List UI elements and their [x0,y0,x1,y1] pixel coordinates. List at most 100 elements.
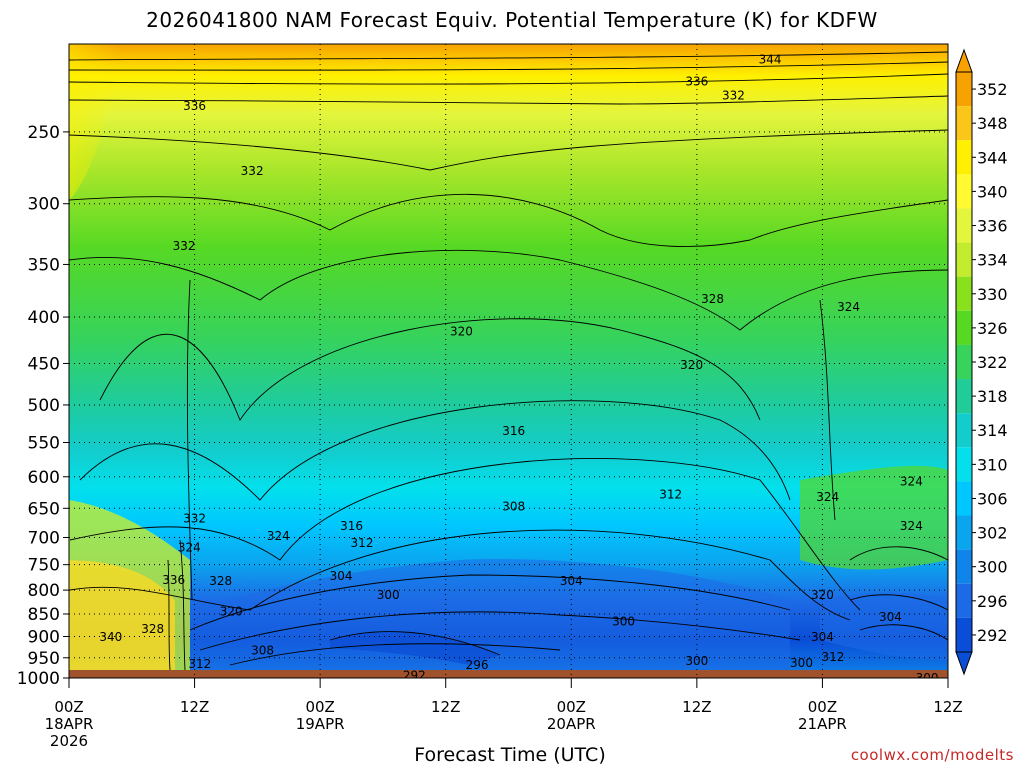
contour-label: 324 [816,490,839,504]
colorbar-segment [956,174,972,209]
contour-label: 324 [267,529,290,543]
contour-label: 312 [188,657,211,671]
contour-label: 340 [99,630,122,644]
y-tick-label: 450 [28,354,60,374]
colorbar-arrow-top [955,48,973,73]
contour-label: 336 [685,75,708,89]
y-tick-label: 350 [28,255,60,275]
x-tick-label: 21APR [798,715,847,733]
contour-label: 308 [502,499,525,513]
y-tick-label: 600 [28,468,60,488]
contour-label: 320 [450,325,473,339]
contour-label: 312 [821,650,844,664]
contour-label: 312 [351,536,374,550]
contour-label: 320 [811,588,834,602]
contour-label: 300 [377,588,400,602]
y-tick-label: 750 [28,556,60,576]
contour-label: 292 [403,669,426,683]
contour-label: 316 [502,424,525,438]
x-tick-label: 12Z [180,698,209,716]
colorbar-label: 292 [977,626,1008,645]
contour-label: 300 [612,614,635,628]
colorbar-segment [956,617,972,652]
colorbar-segment [956,515,972,550]
colorbar-segment [956,208,972,243]
x-tick-label: 00Z [808,698,837,716]
x-tick-label: 20APR [547,715,596,733]
y-tick-label: 850 [28,605,60,625]
x-tick-label: 00Z [54,698,83,716]
contour-label: 324 [900,519,923,533]
colorbar-label: 344 [977,148,1008,167]
contour-label: 320 [680,358,703,372]
y-tick-label: 1000 [17,669,60,689]
contour-label: 296 [466,658,489,672]
contour-label: 300 [916,671,939,685]
colorbar-label: 340 [977,182,1008,201]
contour-label: 328 [209,574,232,588]
colorbar-label: 352 [977,80,1008,99]
contour-label: 300 [790,656,813,670]
contour-lines [69,51,948,671]
contour-label: 332 [183,511,206,525]
y-axis: 2503003504004505005506006507007508008509… [17,123,69,689]
x-tick-label: 12Z [933,698,962,716]
y-tick-label: 700 [28,528,60,548]
plot-frame [68,43,949,679]
x-tick-label: 2026 [50,732,88,750]
contour-label: 300 [685,654,708,668]
contour-label: 312 [659,488,682,502]
colorbar-segment [956,481,972,516]
contour-label: 328 [701,292,724,306]
colorbar-segment [956,72,972,107]
contour-label: 304 [879,610,902,624]
colorbar-arrow-bottom [955,651,973,676]
y-tick-label: 900 [28,627,60,647]
colorbar-label: 318 [977,387,1008,406]
colorbar-label: 302 [977,524,1008,543]
colorbar-segment [956,276,972,311]
y-tick-label: 250 [28,123,60,143]
colorbar-label: 348 [977,114,1008,133]
colorbar-label: 296 [977,592,1008,611]
contour-label: 304 [330,569,353,583]
y-tick-label: 800 [28,581,60,601]
colorbar-label: 314 [977,421,1008,440]
contour-label: 316 [340,519,363,533]
y-tick-label: 550 [28,433,60,453]
colorbar-label: 334 [977,251,1008,270]
contour-label: 304 [811,630,834,644]
y-tick-label: 950 [28,649,60,669]
contour-label: 332 [722,89,745,103]
colorbar-label: 310 [977,455,1008,474]
contour-label: 344 [759,52,782,66]
colorbar: 352 348 344 340 336 334 330 326 322 318 314 310 306 3… [955,48,1008,676]
contour-label: 324 [837,300,860,314]
colorbar-segment [956,379,972,414]
source-credit: coolwx.com/modelts [850,746,1014,764]
contour-label: 308 [251,643,274,657]
colorbar-label: 330 [977,285,1008,304]
contour-label: 304 [560,574,583,588]
colorbar-segment [956,242,972,277]
colorbar-segment [956,140,972,175]
colorbar-segment [956,413,972,448]
y-tick-label: 400 [28,308,60,328]
contour-labels: 3363323323363323443283243203203163123083… [99,52,939,694]
x-axis-label: Forecast Time (UTC) [414,744,606,766]
plot-field: 3363323323363323443283243203203163123083… [69,44,948,694]
contour-label: 324 [178,540,201,554]
colorbar-segment [956,310,972,345]
x-tick-label: 12Z [682,698,711,716]
y-tick-label: 500 [28,396,60,416]
contour-label: 332 [241,164,264,178]
terrain [69,670,948,678]
contour-label: 308 [816,680,839,694]
colorbar-label: 306 [977,489,1008,508]
contour-label: 324 [900,474,923,488]
x-tick-label: 00Z [557,698,586,716]
contour-label: 332 [173,239,196,253]
colorbar-label: 336 [977,217,1008,236]
